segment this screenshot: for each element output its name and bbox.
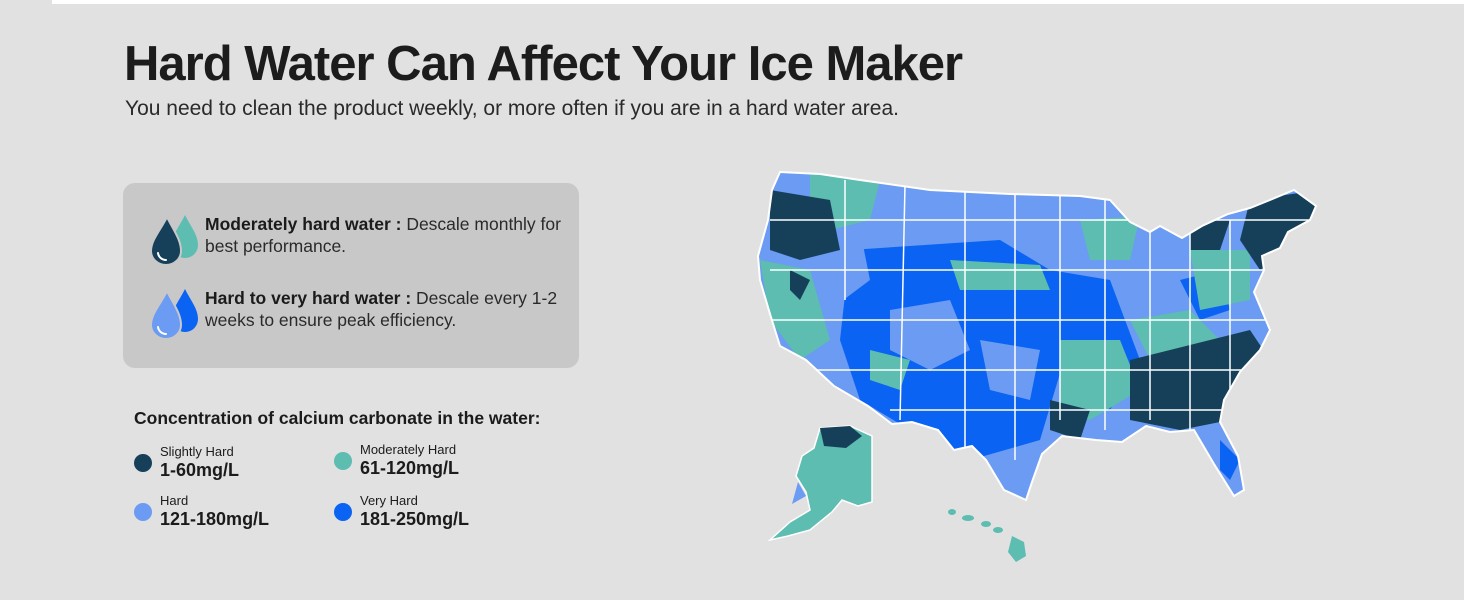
legend-dot-hard [134,502,152,521]
info-text-moderate: Moderately hard water : Descale monthly … [205,213,565,257]
usa-hardness-map [750,160,1330,570]
info-heading-moderate: Moderately hard water : [205,214,402,234]
legend-item-moderately-hard: Moderately Hard 61-120mg/L [334,442,459,479]
legend-range: 1-60mg/L [160,460,240,480]
info-body-moderate: Descale monthly for best performance. [205,214,561,256]
legend-range: 61-120mg/L [360,458,460,478]
legend-title: Concentration of calcium carbonate in th… [134,408,541,428]
legend-item-hard: Hard 121-180mg/L [134,493,269,530]
legend-range: 181-250mg/L [360,509,470,529]
map-graphic [756,170,1318,562]
water-drops-blue-icon [149,288,198,339]
alaska-shape [767,425,873,542]
info-heading-hard: Hard to very hard water : [205,288,412,308]
legend-range: 121-180mg/L [160,509,270,529]
info-item-moderate: Moderately hard water : Descale monthly … [149,213,565,265]
legend-item-very-hard: Very Hard 181-250mg/L [334,493,469,530]
legend-dot-very-hard [334,502,352,521]
info-body-hard: Descale every 1-2 weeks to ensure peak e… [205,288,558,330]
info-text-hard: Hard to very hard water : Descale every … [205,287,565,331]
hawaii-shape [948,509,1026,562]
legend-label: Very Hard [360,493,418,508]
legend-label: Hard [160,493,189,508]
top-divider [52,0,1464,4]
page-title: Hard Water Can Affect Your Ice Maker [124,37,963,91]
legend-dot-slightly-hard [134,453,152,472]
info-item-hard: Hard to very hard water : Descale every … [149,287,565,339]
legend-label: Slightly Hard [160,444,234,459]
water-drops-dark-icon [149,214,198,265]
descale-info-card: Moderately hard water : Descale monthly … [123,183,579,368]
page-subtitle: You need to clean the product weekly, or… [125,97,899,120]
legend-dot-moderately-hard [334,451,352,470]
legend-label: Moderately Hard [360,442,457,457]
legend-item-slightly-hard: Slightly Hard 1-60mg/L [134,444,239,481]
